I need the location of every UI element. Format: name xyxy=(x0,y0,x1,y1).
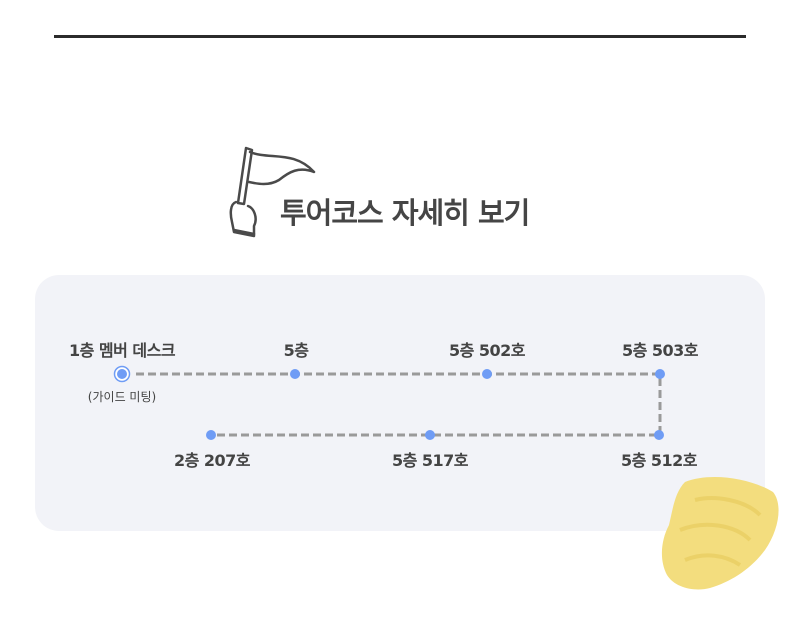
tour-route-card xyxy=(35,275,765,531)
stop-marker xyxy=(654,430,664,440)
page-title: 투어코스 자세히 보기 xyxy=(280,196,530,230)
stop-label: 5층 517호 xyxy=(391,451,469,470)
stop-label: 1층 멤버 데스크 xyxy=(68,341,176,360)
flag-hand-icon xyxy=(229,146,316,238)
stop-marker xyxy=(655,369,665,379)
stop-label: 5층 503호 xyxy=(621,341,699,360)
top-divider xyxy=(54,35,746,38)
stop-marker-start-inner xyxy=(117,369,127,379)
stop-note: (가이드 미팅) xyxy=(87,390,157,404)
stop-label: 2층 207호 xyxy=(173,451,251,470)
stop-label: 5층 512호 xyxy=(620,451,698,470)
paint-smear-decoration xyxy=(661,477,779,590)
stop-marker xyxy=(206,430,216,440)
stop-marker xyxy=(482,369,492,379)
stop-label: 5층 xyxy=(283,341,309,360)
stop-label: 5층 502호 xyxy=(448,341,526,360)
stop-marker xyxy=(290,369,300,379)
stop-marker xyxy=(425,430,435,440)
